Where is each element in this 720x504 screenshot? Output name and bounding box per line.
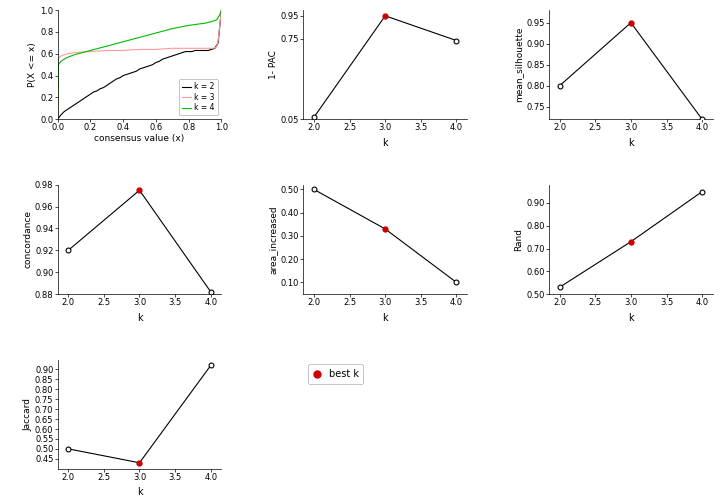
Legend: best k: best k <box>308 364 364 384</box>
X-axis label: k: k <box>382 312 388 323</box>
Y-axis label: 1- PAC: 1- PAC <box>269 50 278 79</box>
Y-axis label: concordance: concordance <box>23 210 32 269</box>
X-axis label: k: k <box>628 312 634 323</box>
X-axis label: k: k <box>382 138 388 148</box>
X-axis label: k: k <box>628 138 634 148</box>
X-axis label: k: k <box>137 487 143 497</box>
Y-axis label: Rand: Rand <box>515 228 523 251</box>
Y-axis label: area_increased: area_increased <box>269 205 278 274</box>
Y-axis label: P(X <= x): P(X <= x) <box>28 42 37 87</box>
X-axis label: k: k <box>137 312 143 323</box>
X-axis label: consensus value (x): consensus value (x) <box>94 134 184 143</box>
Y-axis label: Jaccard: Jaccard <box>23 398 32 430</box>
Legend: k = 2, k = 3, k = 4: k = 2, k = 3, k = 4 <box>179 79 217 115</box>
Y-axis label: mean_silhouette: mean_silhouette <box>515 27 523 102</box>
